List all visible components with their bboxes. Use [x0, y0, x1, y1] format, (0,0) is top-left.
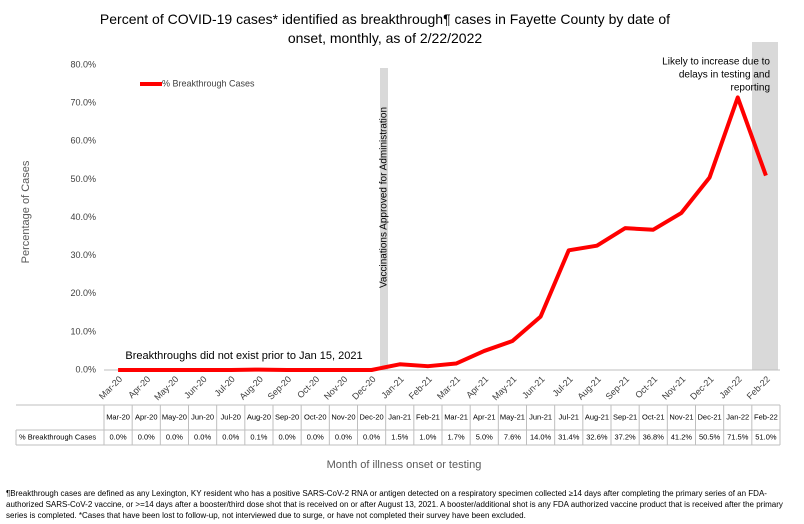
- y-tick-label: 80.0%: [70, 59, 96, 69]
- table-value: 1.7%: [448, 432, 465, 441]
- table-value: 1.5%: [391, 432, 408, 441]
- x-tick-label: Mar-20: [97, 374, 124, 401]
- y-tick-label: 30.0%: [70, 250, 96, 260]
- y-tick-label: 40.0%: [70, 212, 96, 222]
- table-value: 0.0%: [138, 432, 155, 441]
- table-header: May-20: [162, 412, 187, 421]
- table-value: 0.0%: [335, 432, 352, 441]
- table-value: 0.0%: [307, 432, 324, 441]
- x-tick-label: Feb-22: [745, 374, 772, 401]
- table-header: Oct-21: [642, 412, 665, 421]
- x-tick-label: Sep-20: [266, 374, 294, 402]
- table-value: 0.0%: [222, 432, 239, 441]
- provisional-band: [752, 42, 778, 370]
- table-row-label: % Breakthrough Cases: [19, 432, 96, 441]
- table-header: Nov-20: [331, 412, 355, 421]
- table-value: 41.2%: [671, 432, 693, 441]
- table-value: 51.0%: [755, 432, 777, 441]
- x-tick-label: Jun-20: [182, 374, 209, 401]
- table-header: Sep-20: [275, 412, 299, 421]
- y-tick-label: 10.0%: [70, 326, 96, 336]
- table-header: Jan-21: [388, 412, 411, 421]
- table-header: Aug-21: [585, 412, 609, 421]
- x-axis-label: Month of illness onset or testing: [327, 459, 482, 471]
- annotation: Breakthroughs did not exist prior to Jan…: [125, 350, 362, 362]
- table-header: Nov-21: [669, 412, 693, 421]
- x-tick-label: May-20: [152, 374, 180, 402]
- legend-label: % Breakthrough Cases: [162, 78, 255, 88]
- x-tick-label: Jul-21: [550, 374, 574, 398]
- table-header: Jun-20: [191, 412, 214, 421]
- table-header: Jul-20: [221, 412, 241, 421]
- series-line: [118, 95, 768, 372]
- table-header: Feb-21: [416, 412, 440, 421]
- x-tick-label: Oct-21: [633, 374, 659, 400]
- x-tick-label: Dec-21: [688, 374, 716, 402]
- table-header: Mar-21: [444, 412, 468, 421]
- table-header: Jun-21: [529, 412, 552, 421]
- y-tick-label: 70.0%: [70, 98, 96, 108]
- x-tick-label: Aug-21: [575, 374, 603, 402]
- table-value: 36.8%: [643, 432, 665, 441]
- x-tick-label: Apr-20: [126, 374, 152, 400]
- x-tick-label: Dec-20: [350, 374, 378, 402]
- table-value: 50.5%: [699, 432, 721, 441]
- x-tick-label: Jan-21: [379, 374, 406, 401]
- x-tick-label: Jan-22: [717, 374, 744, 401]
- table-value: 1.0%: [419, 432, 436, 441]
- x-tick-label: Nov-21: [660, 374, 688, 402]
- table-value: 37.2%: [614, 432, 636, 441]
- x-tick-label: Feb-21: [407, 374, 434, 401]
- x-tick-label: Apr-21: [464, 374, 490, 400]
- x-tick-label: Mar-21: [435, 374, 462, 401]
- table-header: Oct-20: [304, 412, 327, 421]
- table-header: Dec-20: [359, 412, 383, 421]
- y-tick-label: 60.0%: [70, 136, 96, 146]
- x-tick-label: Oct-20: [295, 374, 321, 400]
- table-value: 7.6%: [504, 432, 521, 441]
- table-header: Dec-21: [697, 412, 721, 421]
- table-value: 0.0%: [110, 432, 127, 441]
- table-header: Apr-21: [473, 412, 496, 421]
- annotation: Likely to increase due to: [662, 57, 770, 68]
- table-header: Feb-22: [754, 412, 778, 421]
- x-tick-label: Jun-21: [520, 374, 547, 401]
- table-value: 0.0%: [166, 432, 183, 441]
- table-header: Mar-20: [106, 412, 130, 421]
- table-value: 0.0%: [363, 432, 380, 441]
- table-header: May-21: [500, 412, 525, 421]
- annotation: Vaccinations Approved for Administration: [379, 107, 390, 288]
- table-value: 32.6%: [586, 432, 608, 441]
- x-tick-label: Aug-20: [237, 374, 265, 402]
- y-tick-label: 20.0%: [70, 288, 96, 298]
- footnote: ¶Breakthrough cases are defined as any L…: [6, 489, 783, 520]
- x-tick-label: Nov-20: [322, 374, 350, 402]
- y-tick-label: 50.0%: [70, 174, 96, 184]
- table-value: 71.5%: [727, 432, 749, 441]
- table-value: 0.0%: [194, 432, 211, 441]
- annotation: reporting: [731, 83, 770, 94]
- annotation: delays in testing and: [679, 70, 770, 81]
- table-header: Jan-22: [726, 412, 749, 421]
- table-header: Aug-20: [247, 412, 271, 421]
- table-header: Jul-21: [559, 412, 579, 421]
- y-tick-label: 0.0%: [75, 364, 96, 374]
- table-value: 31.4%: [558, 432, 580, 441]
- table-value: 14.0%: [530, 432, 552, 441]
- table-value: 5.0%: [476, 432, 493, 441]
- table-header: Sep-21: [613, 412, 637, 421]
- x-tick-label: Sep-21: [604, 374, 632, 402]
- table-value: 0.0%: [279, 432, 296, 441]
- x-tick-label: Jul-20: [212, 374, 236, 398]
- table-header: Apr-20: [135, 412, 158, 421]
- vaccination-band: [380, 68, 388, 370]
- chart-title: Percent of COVID-19 cases* identified as…: [99, 11, 671, 46]
- table-value: 0.1%: [250, 432, 267, 441]
- y-axis-label: Percentage of Cases: [20, 160, 32, 263]
- x-tick-label: May-21: [490, 374, 518, 402]
